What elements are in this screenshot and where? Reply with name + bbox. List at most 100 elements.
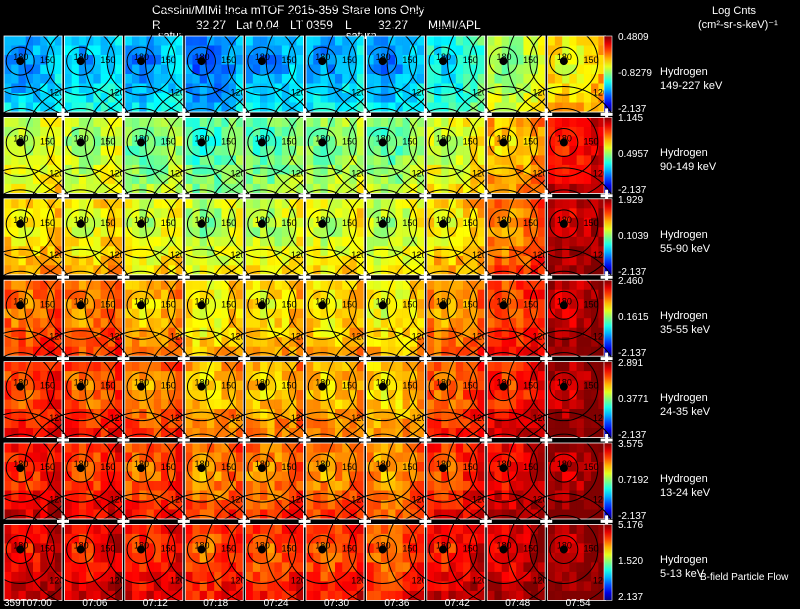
svg-text:120: 120 — [49, 87, 64, 97]
svg-text:150: 150 — [161, 299, 176, 309]
svg-text:180: 180 — [13, 459, 28, 469]
time-tick-label: 07:18 — [203, 598, 229, 609]
svg-text:150: 150 — [161, 381, 176, 391]
colorbar — [603, 524, 613, 601]
svg-text:150: 150 — [282, 381, 297, 391]
svg-text:150: 150 — [100, 381, 115, 391]
colorbar-cmax-label: 2.460 — [618, 276, 644, 288]
svg-text:120: 120 — [170, 413, 185, 423]
time-tick-label: 359T07:00 — [4, 598, 52, 609]
grid-marker — [359, 189, 371, 202]
colorbar-cmin-label: -2.137 — [618, 429, 647, 441]
svg-text:120: 120 — [351, 331, 366, 341]
svg-text:180: 180 — [376, 215, 391, 225]
grid-marker — [238, 434, 251, 446]
svg-text:150: 150 — [523, 299, 538, 309]
colorbar — [603, 361, 613, 438]
svg-text:180: 180 — [436, 52, 451, 62]
svg-text:180: 180 — [194, 296, 209, 306]
colorbar-cmid-label: 0.4957 — [618, 149, 649, 161]
svg-text:180: 180 — [315, 540, 330, 550]
svg-text:180: 180 — [74, 296, 89, 306]
svg-text:150: 150 — [584, 381, 599, 391]
svg-text:150: 150 — [161, 55, 176, 65]
svg-text:180: 180 — [134, 378, 149, 388]
svg-text:150: 150 — [40, 136, 55, 146]
svg-text:180: 180 — [255, 52, 270, 62]
svg-text:120: 120 — [593, 250, 608, 260]
svg-text:180: 180 — [376, 52, 391, 62]
svg-text:150: 150 — [40, 218, 55, 228]
svg-text:150: 150 — [282, 299, 297, 309]
grid-marker — [479, 271, 492, 284]
l-value: 32.27 — [378, 18, 409, 32]
svg-text:180: 180 — [315, 378, 330, 388]
svg-text:180: 180 — [134, 540, 149, 550]
grid-marker — [238, 108, 251, 121]
svg-text:150: 150 — [221, 299, 236, 309]
svg-text:120: 120 — [170, 87, 185, 97]
row-species-label: Hydrogen — [660, 473, 708, 485]
svg-text:120: 120 — [532, 331, 547, 341]
grid-marker — [479, 515, 492, 528]
svg-text:120: 120 — [532, 169, 547, 179]
svg-text:180: 180 — [194, 52, 209, 62]
grid-marker — [540, 189, 553, 202]
grid-marker — [117, 189, 130, 202]
svg-text:150: 150 — [402, 55, 417, 65]
grid-marker — [177, 108, 190, 121]
bfield-label: B-field Particle Flow — [700, 572, 789, 583]
svg-text:180: 180 — [436, 133, 451, 143]
svg-text:180: 180 — [134, 133, 149, 143]
svg-text:120: 120 — [110, 576, 125, 586]
svg-text:180: 180 — [13, 540, 28, 550]
svg-text:180: 180 — [134, 52, 149, 62]
svg-text:150: 150 — [342, 299, 357, 309]
svg-text:180: 180 — [194, 540, 209, 550]
grid-marker — [540, 515, 553, 528]
grid-marker — [177, 434, 190, 446]
svg-text:150: 150 — [221, 543, 236, 553]
grid-marker — [419, 108, 432, 121]
svg-text:180: 180 — [13, 215, 28, 225]
instrument-label: MIMI/APL — [428, 18, 481, 32]
svg-text:150: 150 — [221, 136, 236, 146]
svg-text:150: 150 — [402, 462, 417, 472]
svg-text:150: 150 — [100, 55, 115, 65]
svg-text:120: 120 — [593, 413, 608, 423]
svg-text:150: 150 — [584, 299, 599, 309]
colorbar-cmax-label: 2.891 — [618, 357, 644, 369]
svg-text:150: 150 — [282, 136, 297, 146]
row-energy-label: 90-149 keV — [660, 161, 717, 174]
svg-text:180: 180 — [315, 215, 330, 225]
time-tick-label: 07:24 — [263, 598, 289, 609]
svg-text:150: 150 — [221, 381, 236, 391]
grid-marker — [359, 515, 371, 528]
grid-marker — [57, 352, 69, 365]
grid-marker — [117, 271, 130, 284]
svg-text:120: 120 — [532, 87, 547, 97]
svg-text:150: 150 — [463, 299, 478, 309]
svg-text:120: 120 — [291, 250, 306, 260]
svg-text:180: 180 — [557, 296, 572, 306]
svg-text:180: 180 — [436, 459, 451, 469]
svg-text:120: 120 — [412, 169, 427, 179]
svg-text:120: 120 — [170, 331, 185, 341]
svg-text:180: 180 — [436, 378, 451, 388]
svg-text:150: 150 — [584, 462, 599, 472]
svg-text:180: 180 — [376, 378, 391, 388]
grid-marker — [57, 434, 69, 446]
